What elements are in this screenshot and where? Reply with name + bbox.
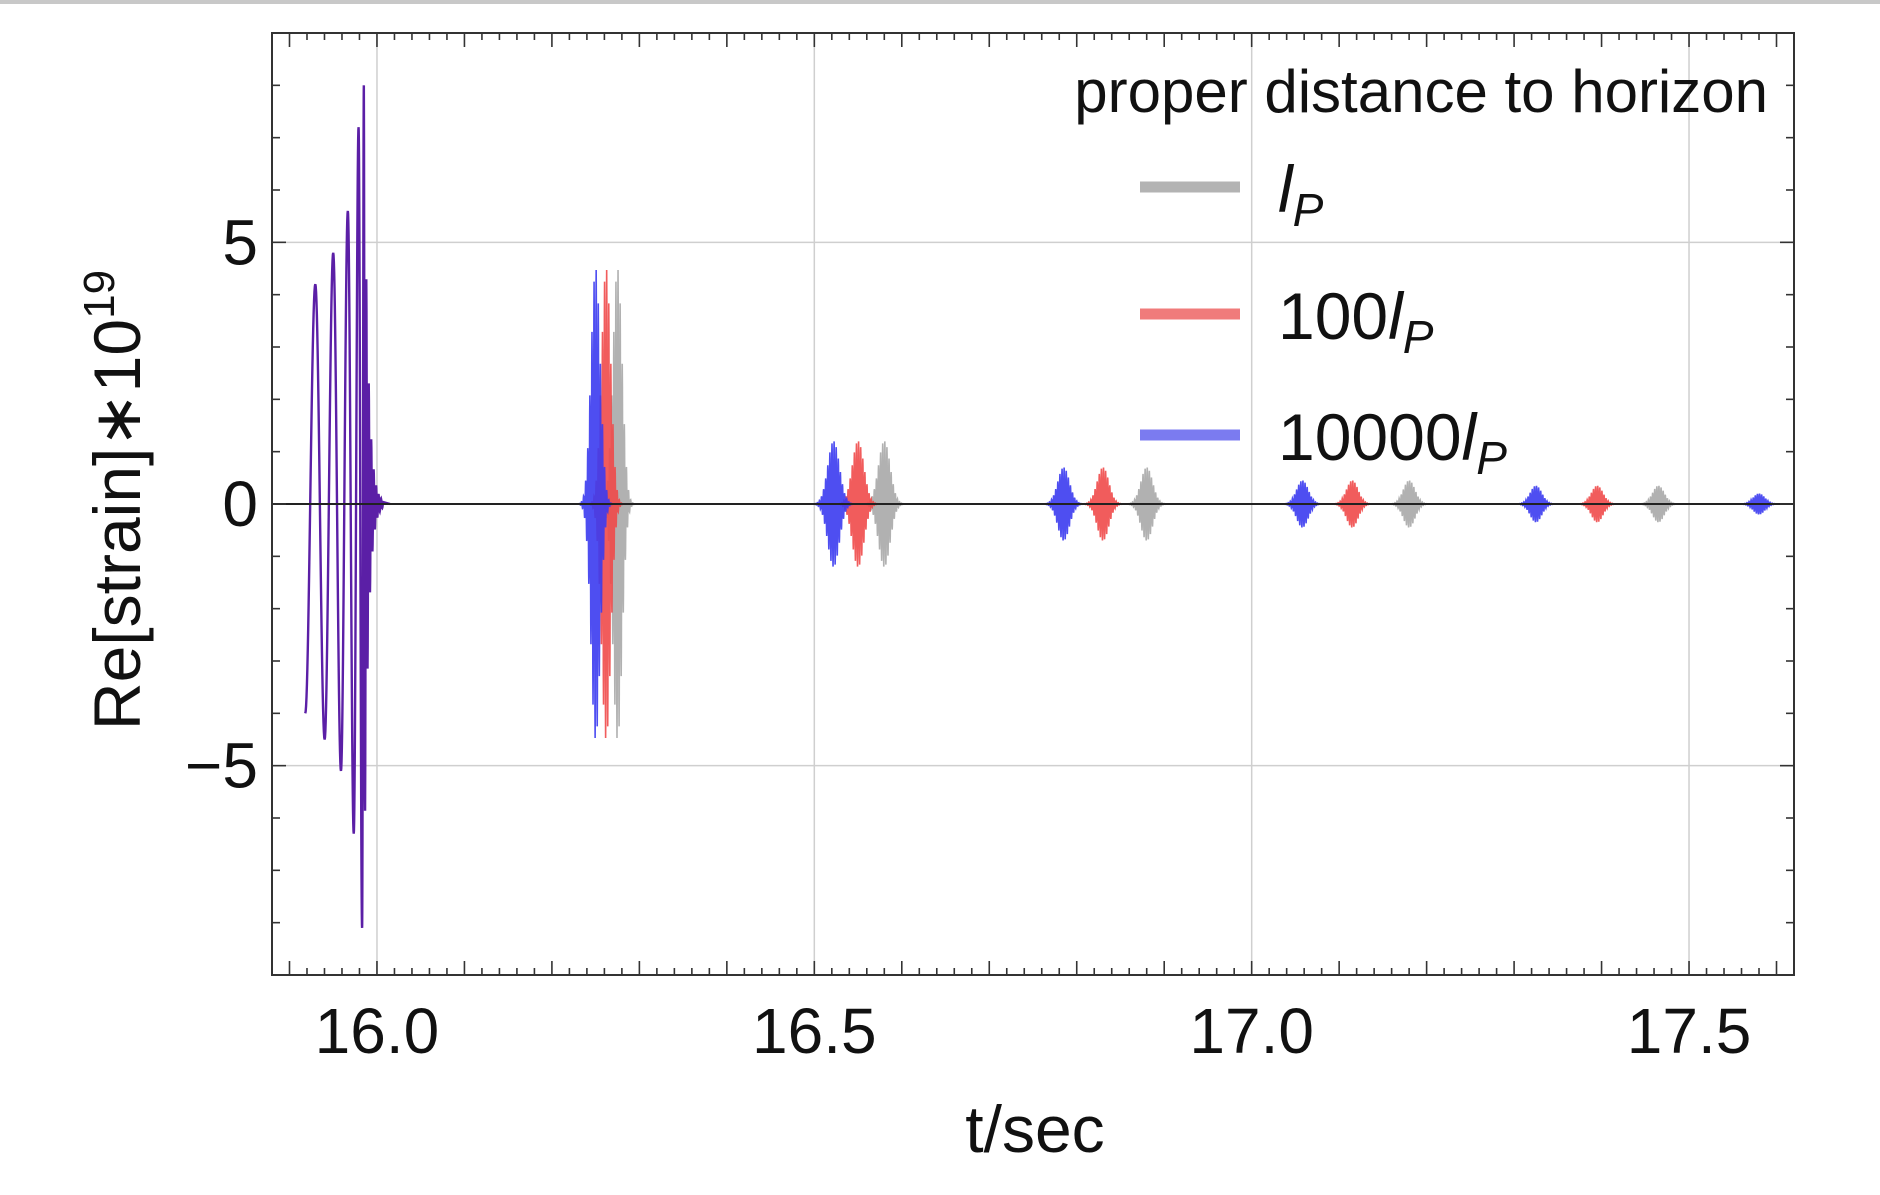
legend-label-lp: lP [1278,152,1324,236]
y-axis-title-exponent: 19 [75,270,124,319]
x-tick-label-0: 16.0 [315,995,440,1067]
y-tick-label-1: 0 [222,468,258,540]
y-axis-title-main: Re[strain] [80,448,154,730]
y-axis-title-base: 10 [80,319,154,392]
legend-label-100lp: 100lP [1278,279,1434,363]
data-layer [272,85,1794,928]
x-tick-label-3: 17.5 [1627,995,1752,1067]
legend: proper distance to horizon lP 100lP 1000… [1074,58,1768,484]
y-axis-title-op: ∗ [80,392,154,447]
y-tick-label-0: −5 [185,730,258,802]
legend-title: proper distance to horizon [1074,58,1768,125]
y-tick-label-2: 5 [222,206,258,278]
inspiral-waveform [304,85,391,928]
axis-layer: 16.0 16.5 17.0 17.5 −5 0 5 [185,32,1795,1067]
legend-label-10000lp: 10000lP [1278,400,1507,484]
y-axis-title: Re[strain]∗1019 [75,270,154,730]
x-tick-label-2: 17.0 [1189,995,1314,1067]
x-tick-label-1: 16.5 [752,995,877,1067]
x-axis-title: t/sec [965,1092,1104,1166]
